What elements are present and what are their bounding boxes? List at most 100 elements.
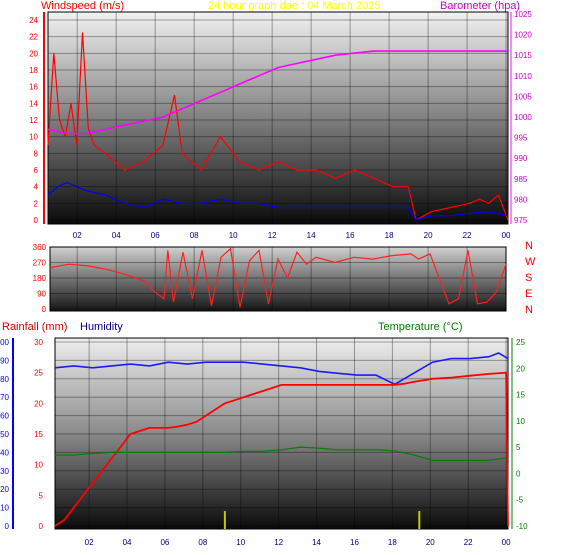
humidity-tick: 70 [0,393,9,402]
rain-event-markers [223,511,421,529]
temperature-tick: 25 [516,338,525,347]
wind-time-tick: 22 [463,231,472,240]
barometer-tick: 1020 [514,31,532,40]
barometer-tick: 990 [514,154,528,163]
wind-time-tick: 04 [112,231,121,240]
direction-panel [49,246,507,312]
series-wind-gust [47,32,509,221]
temperature-tick: 10 [516,417,525,426]
climate-time-tick: 00 [502,538,511,547]
direction-tick: 180 [33,274,47,283]
direction-grid [50,246,507,311]
compass-label: N [525,304,533,316]
wind-time-ticks: 02 04 06 08 10 12 14 16 18 20 22 00 [73,231,511,240]
humidity-tick: 0 [5,522,10,531]
direction-tick: 0 [42,305,47,314]
rainfall-tick: 10 [34,461,43,470]
humidity-tick: 40 [0,448,9,457]
humidity-axis-title: Humidity [80,321,123,333]
humidity-tick: 50 [0,430,9,439]
direction-tick: 360 [33,243,47,252]
humidity-tick: 30 [0,467,9,476]
temperature-tick: 15 [516,391,525,400]
windspeed-tick: 24 [29,16,38,25]
humidity-tick: 20 [0,485,9,494]
wind-time-tick: 12 [268,231,277,240]
barometer-axis-title: Barometer (hpa) [440,0,520,12]
barometer-tick: 1000 [514,113,532,122]
compass-label: E [525,288,532,300]
rainfall-tick: 20 [34,399,43,408]
series-wind-direction [49,247,507,308]
temperature-tick: 20 [516,364,525,373]
climate-time-tick: 04 [123,538,132,547]
wind-time-tick: 16 [346,231,355,240]
humidity-tick: 100 [0,338,10,347]
climate-time-tick: 08 [198,538,207,547]
wind-time-tick: 10 [229,231,238,240]
rainfall-tick: 5 [39,491,44,500]
compass-label: N [525,240,533,252]
climate-time-tick: 10 [236,538,245,547]
humidity-tick: 80 [0,375,9,384]
temperature-tick: 0 [516,469,521,478]
rainfall-ticks: 0 5 10 15 20 25 30 [34,338,43,531]
series-temperature [55,446,509,461]
windspeed-tick: 18 [29,66,38,75]
windspeed-tick: 2 [34,199,39,208]
wind-time-tick: 02 [73,231,82,240]
windspeed-tick: 20 [29,49,38,58]
windspeed-tick: 0 [34,216,39,225]
humidity-ticks: 0 10 20 30 40 50 60 70 80 90 100 [0,338,10,531]
wind-time-tick: 14 [307,231,316,240]
barometer-tick: 1005 [514,92,532,101]
windspeed-tick: 4 [34,183,39,192]
climate-grid [55,338,508,529]
climate-time-tick: 06 [160,538,169,547]
climate-time-tick: 14 [312,538,321,547]
direction-tick: 90 [37,290,46,299]
series-rainfall [54,371,509,527]
wind-time-tick: 18 [385,231,394,240]
barometer-tick: 1025 [514,10,532,19]
wind-time-tick: 08 [190,231,199,240]
climate-time-tick: 18 [388,538,397,547]
series-barometer [47,50,508,135]
compass-label: S [525,272,532,284]
barometer-ticks: 975 980 985 990 995 1000 1005 1010 1015 1020 1025 [514,10,532,225]
rainfall-tick: 15 [34,430,43,439]
temperature-tick: 5 [516,443,521,452]
windspeed-tick: 6 [34,166,39,175]
barometer-tick: 1010 [514,72,532,81]
rainfall-axis-title: Rainfall (mm) [2,321,67,333]
climate-time-tick: 22 [464,538,473,547]
chart-title: 24 hour graph dae : 04 March 2025 [208,0,380,12]
series-humidity [54,352,509,386]
wind-panel [47,11,509,225]
humidity-tick: 60 [0,412,9,421]
temperature-ticks: -10 -5 0 5 10 15 20 25 [516,338,528,531]
wind-time-tick: 06 [151,231,160,240]
direction-degree-ticks: 0 90 180 270 360 [33,243,47,314]
windspeed-axis-title: Windspeed (m/s) [41,0,124,12]
temperature-axis-title: Temperature (°C) [378,321,462,333]
barometer-tick: 980 [514,195,528,204]
temperature-tick: -5 [516,496,524,505]
rainfall-tick: 25 [34,369,43,378]
wind-time-tick: 00 [502,231,511,240]
windspeed-tick: 16 [29,83,38,92]
series-wind-average [47,181,509,221]
climate-time-tick: 16 [350,538,359,547]
humidity-tick: 10 [0,504,9,513]
windspeed-tick: 12 [29,116,38,125]
temperature-tick: -10 [516,522,528,531]
barometer-tick: 975 [514,216,528,225]
direction-tick: 270 [33,259,47,268]
wind-time-tick: 20 [424,231,433,240]
windspeed-tick: 8 [34,149,39,158]
rainfall-tick: 30 [34,338,43,347]
barometer-tick: 1015 [514,51,532,60]
